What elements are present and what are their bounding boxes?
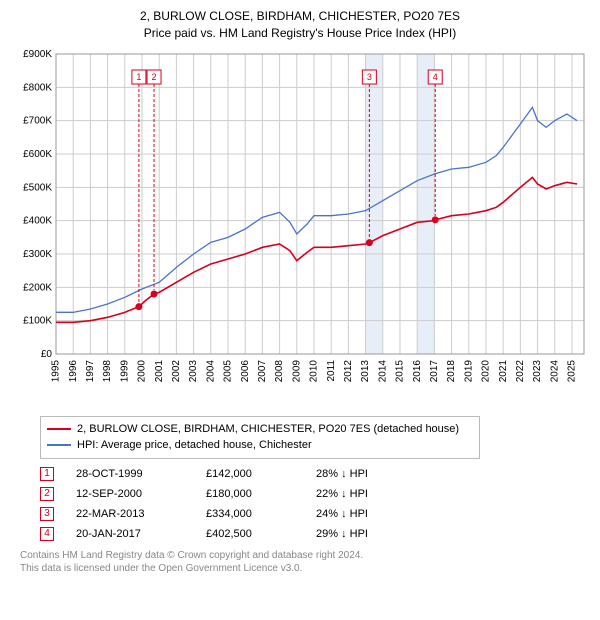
svg-text:1998: 1998 [102, 359, 113, 382]
svg-text:2025: 2025 [567, 359, 578, 382]
svg-text:2001: 2001 [154, 359, 165, 382]
svg-text:2023: 2023 [532, 359, 543, 382]
sales-row: 2 12-SEP-2000 £180,000 22% ↓ HPI [40, 487, 590, 501]
price-chart: £0 £100K £200K £300K £400K £500K £600K £700K £80… [10, 48, 590, 408]
svg-text:£700K: £700K [23, 115, 52, 126]
svg-text:2002: 2002 [171, 359, 182, 382]
title-line2: Price paid vs. HM Land Registry's House … [10, 25, 590, 42]
svg-text:£400K: £400K [23, 215, 52, 226]
svg-text:2005: 2005 [223, 359, 234, 382]
sale-hpi-delta: 24% ↓ HPI [316, 508, 368, 520]
legend: 2, BURLOW CLOSE, BIRDHAM, CHICHESTER, PO… [40, 416, 480, 459]
svg-text:2011: 2011 [326, 359, 337, 381]
sale-date: 20-JAN-2017 [76, 528, 206, 540]
svg-text:£600K: £600K [23, 149, 52, 160]
svg-text:2004: 2004 [205, 359, 216, 382]
svg-text:2012: 2012 [343, 359, 354, 382]
sale-date: 28-OCT-1999 [76, 468, 206, 480]
sale-date: 12-SEP-2000 [76, 488, 206, 500]
footer-line2: This data is licensed under the Open Gov… [20, 562, 590, 575]
footer-line1: Contains HM Land Registry data © Crown c… [20, 549, 590, 562]
svg-text:£300K: £300K [23, 249, 52, 260]
svg-text:2018: 2018 [446, 359, 457, 382]
sale-marker-icon: 3 [40, 507, 54, 521]
svg-text:2003: 2003 [188, 359, 199, 382]
svg-text:2000: 2000 [137, 359, 148, 382]
svg-text:1997: 1997 [85, 359, 96, 382]
sale-price: £334,000 [206, 508, 316, 520]
sales-row: 4 20-JAN-2017 £402,500 29% ↓ HPI [40, 527, 590, 541]
svg-text:£900K: £900K [23, 49, 52, 60]
sales-table: 1 28-OCT-1999 £142,000 28% ↓ HPI 2 12-SE… [40, 467, 590, 541]
sales-row: 1 28-OCT-1999 £142,000 28% ↓ HPI [40, 467, 590, 481]
legend-swatch-property [47, 428, 71, 430]
svg-text:2013: 2013 [360, 359, 371, 382]
svg-text:2014: 2014 [377, 359, 388, 382]
sale-price: £402,500 [206, 528, 316, 540]
legend-label-property: 2, BURLOW CLOSE, BIRDHAM, CHICHESTER, PO… [77, 421, 459, 438]
svg-text:1: 1 [136, 72, 141, 82]
svg-text:2015: 2015 [395, 359, 406, 382]
svg-text:2: 2 [152, 72, 157, 82]
svg-text:2009: 2009 [291, 359, 302, 382]
sale-marker-icon: 1 [40, 467, 54, 481]
svg-text:£200K: £200K [23, 282, 52, 293]
svg-text:2008: 2008 [274, 359, 285, 382]
svg-text:£800K: £800K [23, 82, 52, 93]
svg-text:2021: 2021 [498, 359, 509, 382]
svg-text:2022: 2022 [515, 359, 526, 382]
svg-text:2016: 2016 [412, 359, 423, 382]
svg-text:£100K: £100K [23, 315, 52, 326]
sale-marker-icon: 4 [40, 527, 54, 541]
footer-attribution: Contains HM Land Registry data © Crown c… [20, 549, 590, 575]
legend-swatch-hpi [47, 444, 71, 446]
sale-hpi-delta: 22% ↓ HPI [316, 488, 368, 500]
svg-text:1995: 1995 [51, 359, 62, 382]
svg-text:1999: 1999 [119, 359, 130, 382]
sales-row: 3 22-MAR-2013 £334,000 24% ↓ HPI [40, 507, 590, 521]
svg-text:2017: 2017 [429, 359, 440, 382]
svg-text:2010: 2010 [309, 359, 320, 382]
sale-hpi-delta: 29% ↓ HPI [316, 528, 368, 540]
svg-text:4: 4 [433, 72, 438, 82]
sale-hpi-delta: 28% ↓ HPI [316, 468, 368, 480]
svg-text:3: 3 [367, 72, 372, 82]
sale-price: £180,000 [206, 488, 316, 500]
sale-marker-icon: 2 [40, 487, 54, 501]
svg-text:£500K: £500K [23, 182, 52, 193]
svg-text:£0: £0 [41, 349, 53, 360]
chart-title: 2, BURLOW CLOSE, BIRDHAM, CHICHESTER, PO… [10, 8, 590, 42]
sale-date: 22-MAR-2013 [76, 508, 206, 520]
svg-text:2020: 2020 [481, 359, 492, 382]
svg-text:2007: 2007 [257, 359, 268, 382]
svg-text:2019: 2019 [463, 359, 474, 382]
legend-label-hpi: HPI: Average price, detached house, Chic… [77, 437, 312, 454]
svg-text:1996: 1996 [68, 359, 79, 382]
legend-item-property: 2, BURLOW CLOSE, BIRDHAM, CHICHESTER, PO… [47, 421, 473, 438]
svg-text:2024: 2024 [549, 359, 560, 382]
title-line1: 2, BURLOW CLOSE, BIRDHAM, CHICHESTER, PO… [10, 8, 590, 25]
legend-item-hpi: HPI: Average price, detached house, Chic… [47, 437, 473, 454]
sale-price: £142,000 [206, 468, 316, 480]
svg-text:2006: 2006 [240, 359, 251, 382]
